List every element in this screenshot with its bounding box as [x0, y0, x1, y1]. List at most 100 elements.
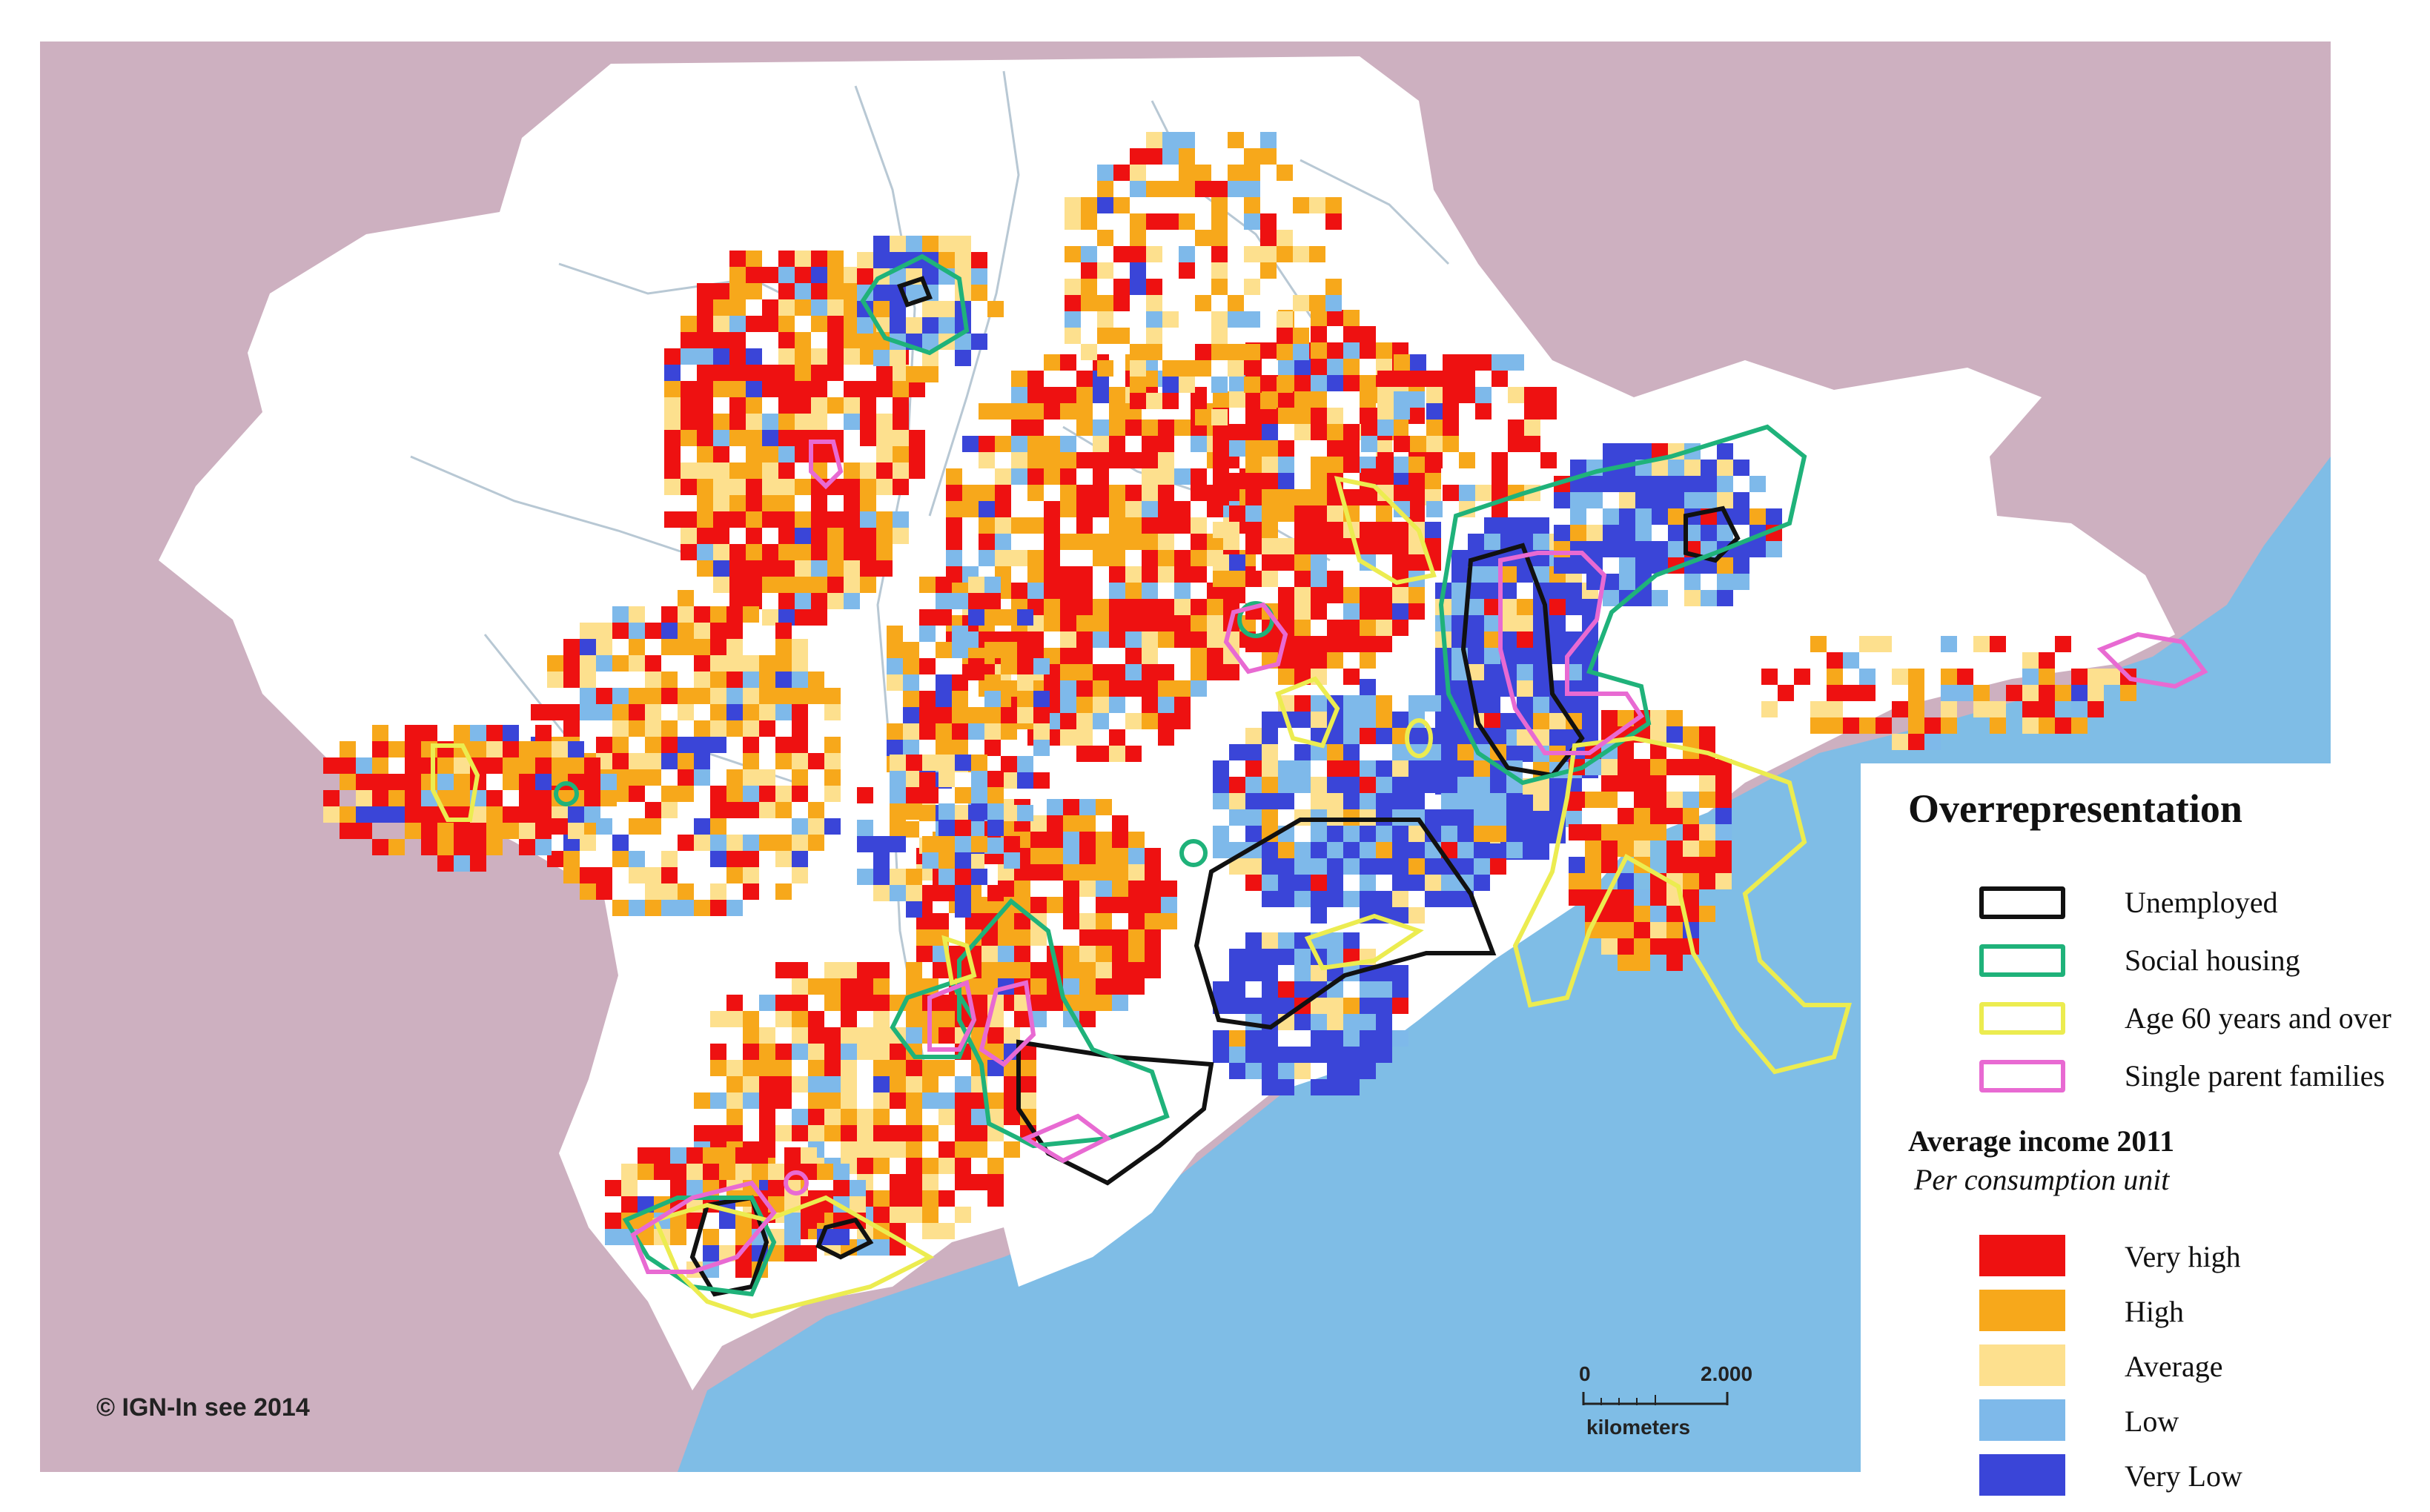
income-cell	[936, 642, 952, 658]
income-cell	[629, 639, 645, 655]
income-cell	[1262, 932, 1278, 949]
income-cell	[775, 672, 792, 688]
income-cell	[1408, 505, 1425, 522]
income-cell	[903, 691, 919, 707]
income-cell	[664, 414, 681, 430]
income-cell	[893, 381, 909, 397]
income-cell	[1311, 652, 1327, 669]
income-cell	[1343, 695, 1360, 712]
income-cell	[694, 737, 710, 753]
income-cell	[1278, 505, 1294, 522]
income-cell	[1174, 468, 1191, 485]
income-cell	[1508, 354, 1524, 371]
income-cell	[775, 1011, 792, 1027]
income-cell	[2022, 717, 2039, 734]
income-cell	[1635, 508, 1652, 525]
income-cell	[1229, 809, 1245, 826]
income-cell	[1343, 1063, 1360, 1079]
income-cell	[1063, 962, 1079, 978]
income-cell	[743, 720, 759, 737]
income-cell	[981, 962, 998, 978]
income-cell	[503, 757, 519, 774]
income-cell	[857, 995, 873, 1011]
income-cell	[824, 704, 841, 720]
income-cell	[1618, 808, 1634, 824]
income-cell	[1468, 599, 1484, 615]
income-cell	[356, 774, 372, 790]
income-cell	[1174, 599, 1191, 615]
income-cell	[694, 606, 710, 623]
income-cell	[719, 1164, 735, 1180]
map-frame[interactable]	[40, 42, 2331, 1472]
income-cell	[1586, 525, 1603, 541]
income-cell	[1474, 760, 1490, 777]
income-cell	[1827, 652, 1843, 669]
income-cell	[726, 606, 743, 623]
income-cell	[1586, 574, 1603, 590]
income-cell	[1011, 583, 1027, 599]
income-cell	[1191, 680, 1207, 697]
income-map[interactable]	[40, 42, 2331, 1472]
income-cell	[1109, 387, 1125, 403]
income-cell	[1569, 824, 1585, 840]
income-cell	[1601, 759, 1618, 775]
income-cell	[860, 348, 876, 365]
income-cell	[746, 544, 762, 560]
income-cell	[1294, 842, 1311, 858]
income-cell	[1027, 468, 1044, 485]
income-cell	[535, 757, 552, 774]
income-cell	[1392, 981, 1408, 998]
income-cell	[873, 1027, 890, 1044]
income-cell	[922, 236, 938, 252]
income-cell	[1650, 710, 1666, 726]
income-cell	[1715, 792, 1732, 808]
income-cell	[729, 365, 746, 381]
income-cell	[1652, 557, 1668, 574]
income-cell	[1377, 420, 1394, 436]
income-cell	[775, 737, 792, 753]
income-cell	[1327, 777, 1343, 793]
income-cell	[1957, 685, 1973, 701]
income-cell	[1715, 775, 1732, 792]
income-cell	[1278, 760, 1294, 777]
income-cell	[519, 806, 535, 823]
income-cell	[1245, 505, 1262, 522]
outline-social-housing	[1179, 839, 1208, 867]
income-cell	[1666, 710, 1683, 726]
income-cell	[1360, 587, 1376, 603]
income-cell	[1666, 955, 1683, 971]
income-cell	[729, 560, 746, 577]
income-cell	[1142, 501, 1158, 517]
income-cell	[890, 1174, 906, 1190]
income-cell	[1650, 938, 1666, 955]
legend-row-average: Average	[1861, 1344, 2430, 1389]
income-cell	[1425, 875, 1441, 891]
income-cell	[1245, 457, 1262, 473]
income-cell	[1360, 712, 1376, 728]
income-cell	[1749, 541, 1766, 557]
income-cell	[746, 397, 762, 414]
income-cell	[952, 593, 968, 609]
income-cell	[1468, 534, 1484, 550]
income-cell	[1245, 424, 1262, 440]
income-cell	[519, 839, 535, 855]
income-cell	[1327, 652, 1343, 669]
income-cell	[955, 252, 971, 268]
income-cell	[1158, 485, 1174, 501]
income-cell	[1142, 648, 1158, 664]
income-cell	[1749, 476, 1766, 492]
scale-end-label: 2.000	[1701, 1362, 1753, 1385]
income-cell	[1327, 375, 1343, 391]
income-cell	[670, 1229, 686, 1245]
income-cell	[437, 823, 454, 839]
income-cell	[713, 511, 729, 528]
income-cell	[1229, 998, 1245, 1014]
income-cell	[563, 720, 580, 737]
income-cell	[726, 802, 743, 818]
income-cell	[1327, 1063, 1343, 1079]
income-cell	[746, 267, 762, 283]
income-cell	[1033, 707, 1050, 723]
income-cell	[1093, 664, 1109, 680]
income-cell	[1294, 408, 1311, 424]
income-cell	[1794, 669, 1810, 685]
